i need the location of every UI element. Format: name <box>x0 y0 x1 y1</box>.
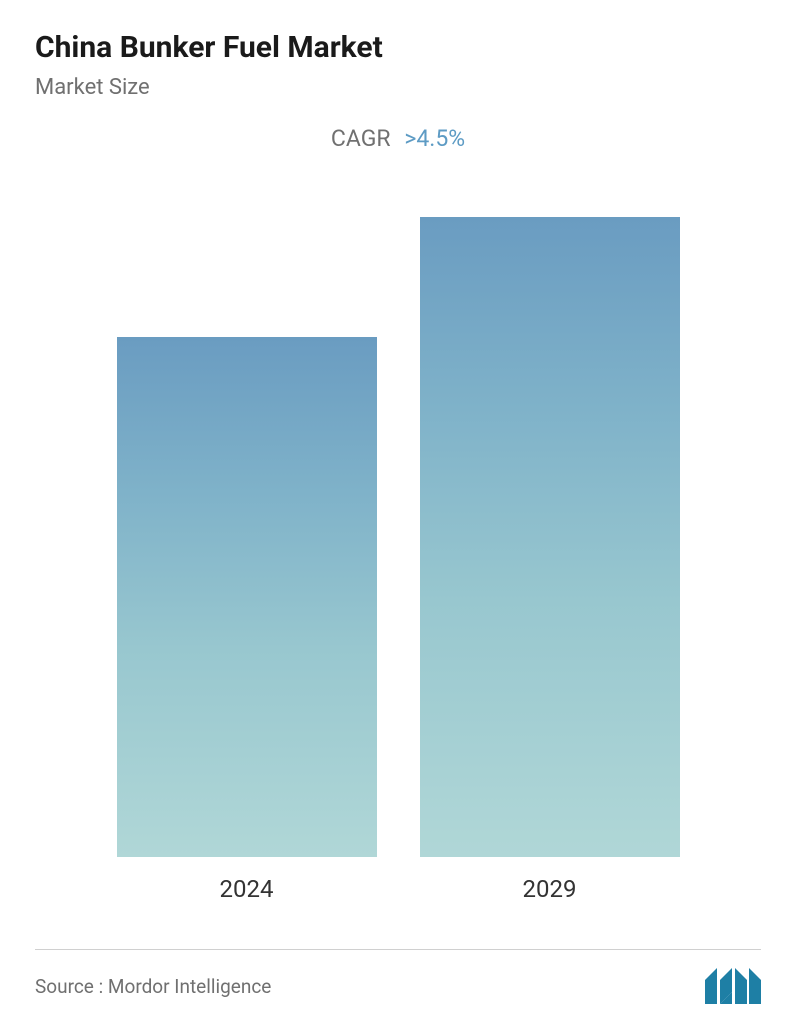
year-label-1: 2029 <box>420 875 680 903</box>
labels-row: 2024 2029 <box>35 875 761 903</box>
cagr-row: CAGR >4.5% <box>35 125 761 152</box>
source-text: Source : Mordor Intelligence <box>35 975 271 998</box>
bar-group-0 <box>117 337 377 857</box>
chart-title: China Bunker Fuel Market <box>35 30 761 65</box>
logo-icon <box>705 968 761 1004</box>
chart-subtitle: Market Size <box>35 75 761 100</box>
bar-0 <box>117 337 377 857</box>
chart-area <box>35 217 761 857</box>
cagr-label: CAGR <box>331 125 391 152</box>
footer-row: Source : Mordor Intelligence <box>35 949 761 1004</box>
bar-group-1 <box>420 217 680 857</box>
year-label-0: 2024 <box>117 875 377 903</box>
bar-1 <box>420 217 680 857</box>
cagr-value: >4.5% <box>404 125 465 152</box>
